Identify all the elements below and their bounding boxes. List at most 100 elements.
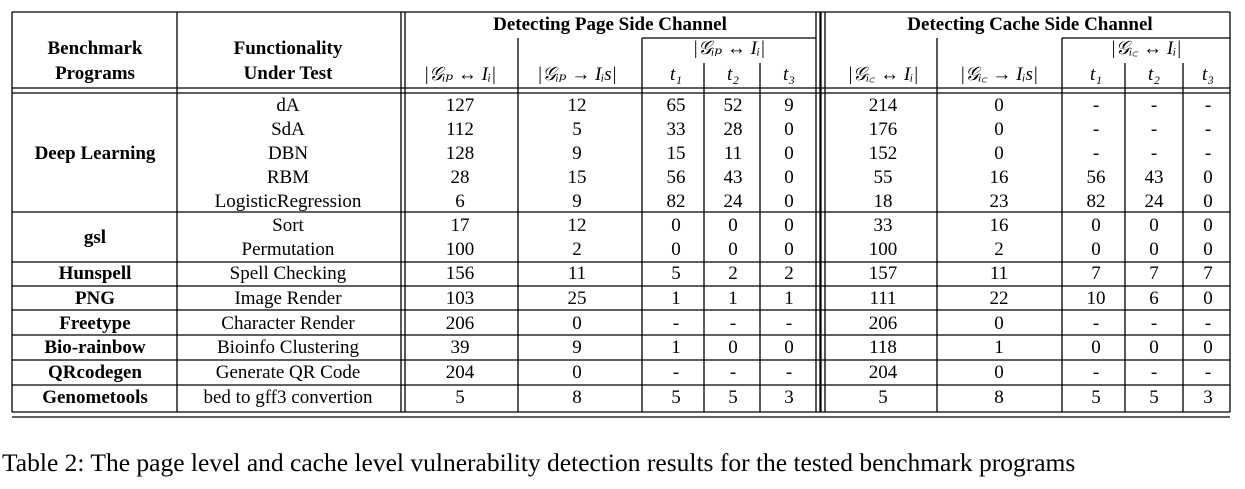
table-cell: 9 (572, 191, 582, 212)
header-programs: Programs (55, 63, 135, 84)
table-cell: 214 (869, 95, 898, 116)
header-benchmark: Benchmark (48, 38, 143, 59)
functionality-cell: Generate QR Code (216, 362, 361, 383)
table-cell: 0 (784, 119, 794, 140)
table-cell: 22 (990, 288, 1009, 309)
table-cell: 2 (728, 263, 738, 284)
table-cell: 204 (446, 362, 475, 383)
table-cell: 1 (671, 337, 681, 358)
functionality-cell: SdA (271, 119, 305, 140)
table-cell: 56 (667, 167, 686, 188)
table-cell: 56 (1087, 167, 1106, 188)
table-cell: 55 (874, 167, 893, 188)
table-cell: - (1151, 119, 1157, 140)
benchmark-name: PNG (75, 288, 115, 309)
table-cell: 0 (1203, 167, 1213, 188)
functionality-cell: RBM (267, 167, 309, 188)
table-caption: Table 2: The page level and cache level … (2, 448, 1076, 477)
functionality-cell: Sort (272, 215, 304, 236)
table-cell: 0 (784, 167, 794, 188)
table-cell: - (1151, 362, 1157, 383)
table-cell: 6 (455, 191, 465, 212)
table-cell: 28 (451, 167, 470, 188)
functionality-cell: bed to gff3 convertion (203, 387, 373, 408)
benchmark-name: Bio-rainbow (44, 337, 146, 358)
table-cell: 15 (667, 143, 686, 164)
table-cell: - (1151, 95, 1157, 116)
table-cell: - (730, 313, 736, 334)
benchmark-name: QRcodegen (48, 362, 142, 383)
benchmark-name: Freetype (59, 313, 130, 334)
table-cell: 11 (990, 263, 1008, 284)
table-cell: 12 (568, 95, 587, 116)
header-cache-col: t₂ (1148, 64, 1160, 85)
table-cell: 82 (1087, 191, 1106, 212)
table-cell: 0 (1091, 215, 1101, 236)
header-page-col: t₁ (670, 64, 682, 85)
table-cell: 0 (1203, 191, 1213, 212)
table-cell: 0 (1091, 239, 1101, 260)
table-cell: 3 (1203, 387, 1213, 408)
table-cell: 0 (1149, 215, 1159, 236)
table-cell: 0 (784, 215, 794, 236)
table-cell: - (673, 362, 679, 383)
table-cell: 2 (994, 239, 1004, 260)
header-cache-col: t₃ (1202, 64, 1214, 85)
table-cell: 2 (572, 239, 582, 260)
results-table: Benchmark Programs Functionality Under Test… (11, 11, 1231, 418)
table-cell: - (673, 313, 679, 334)
header-page-col: |𝒢ᵢₚ ↔ Iᵢ| (424, 64, 496, 85)
table-cell: 0 (994, 119, 1004, 140)
table-cell: 5 (728, 387, 738, 408)
table-cell: 0 (572, 313, 582, 334)
table-cell: 82 (667, 191, 686, 212)
table-cell: - (1205, 95, 1211, 116)
table-cell: - (1205, 362, 1211, 383)
header-under-test: Under Test (244, 63, 334, 84)
benchmark-name: Deep Learning (35, 143, 156, 164)
header-page-col: t₃ (783, 64, 795, 85)
functionality-cell: DBN (268, 143, 308, 164)
benchmark-name: Genometools (42, 387, 148, 408)
table-cell: 0 (784, 337, 794, 358)
table-cell: 0 (1203, 215, 1213, 236)
table-cell: - (1093, 313, 1099, 334)
table-cell: 1 (994, 337, 1004, 358)
header-page-channel: Detecting Page Side Channel (493, 14, 727, 35)
table-cell: - (1093, 362, 1099, 383)
table-cell: 16 (990, 167, 1009, 188)
table-cell: 28 (724, 119, 743, 140)
table-cell: 8 (994, 387, 1004, 408)
table-cell: 6 (1149, 288, 1159, 309)
table-cell: 11 (568, 263, 586, 284)
table-cell: 33 (667, 119, 686, 140)
table-cell: 0 (671, 239, 681, 260)
table-cell: 16 (990, 215, 1009, 236)
table-cell: 1 (784, 288, 794, 309)
table-cell: 17 (451, 215, 470, 236)
table-cell: 0 (784, 239, 794, 260)
table-cell: - (1093, 119, 1099, 140)
header-cache-col: t₁ (1090, 64, 1102, 85)
table-cell: 5 (671, 263, 681, 284)
table-cell: 9 (784, 95, 794, 116)
table-cell: 7 (1149, 263, 1159, 284)
table-cell: 0 (994, 95, 1004, 116)
table-cell: 128 (446, 143, 475, 164)
table-cell: 15 (568, 167, 587, 188)
table-cell: 111 (869, 288, 896, 309)
table-cell: - (786, 313, 792, 334)
table-cell: 0 (784, 143, 794, 164)
table-cell: 157 (869, 263, 898, 284)
table-cell: 3 (784, 387, 794, 408)
table-cell: 0 (728, 337, 738, 358)
table-cell: 52 (724, 95, 743, 116)
table-cell: 5 (1149, 387, 1159, 408)
table-cell: 7 (1091, 263, 1101, 284)
functionality-cell: Spell Checking (230, 263, 347, 284)
table-cell: 0 (572, 362, 582, 383)
table-cell: 5 (455, 387, 465, 408)
functionality-cell: Image Render (234, 288, 342, 309)
table-cell: - (1205, 119, 1211, 140)
table-cell: 39 (451, 337, 470, 358)
